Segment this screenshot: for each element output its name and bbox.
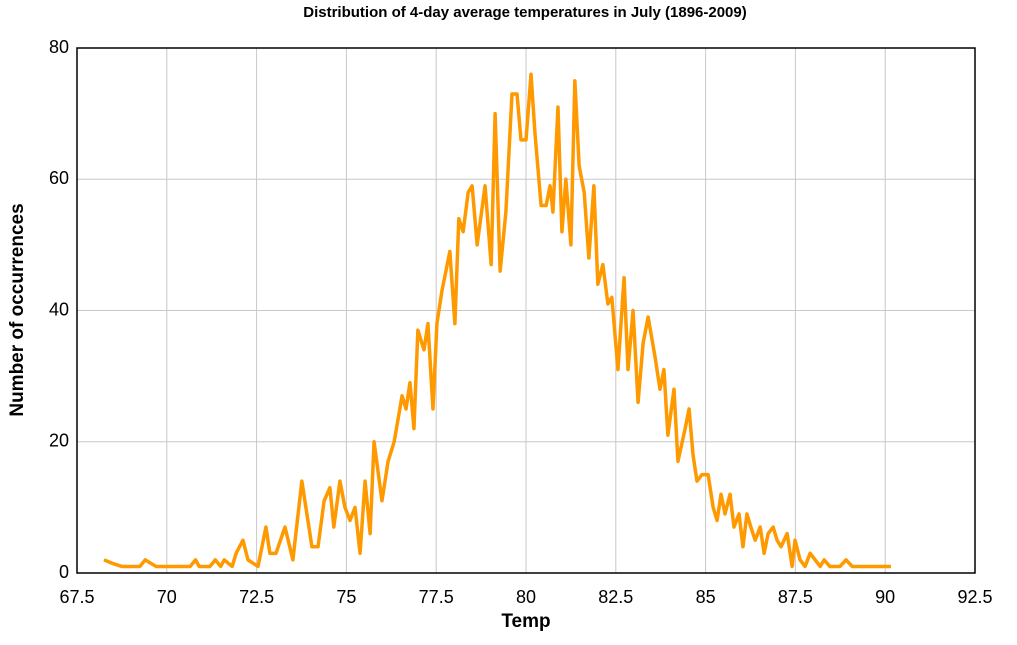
x-tick-label: 67.5 [59,587,94,607]
x-axis-label: Temp [501,611,550,632]
x-tick-label: 82.5 [598,587,633,607]
x-tick-label: 72.5 [239,587,274,607]
x-tick-label: 85 [696,587,716,607]
y-tick-label: 0 [59,562,69,582]
y-tick-label: 80 [49,37,69,57]
data-line [103,72,891,569]
x-tick-label: 87.5 [778,587,813,607]
chart-title: Distribution of 4-day average temperatur… [303,4,747,21]
y-axis-label: Number of occurrences [7,203,28,416]
x-tick-label: 90 [875,587,895,607]
x-tick-label: 92.5 [957,587,992,607]
y-tick-label: 40 [49,299,69,319]
y-tick-label: 20 [49,431,69,451]
y-tick-label: 60 [49,168,69,188]
plot-frame [76,47,976,574]
x-tick-label: 70 [157,587,177,607]
x-tick-label: 75 [336,587,356,607]
x-tick-label: 77.5 [419,587,454,607]
x-tick-label: 80 [516,587,536,607]
